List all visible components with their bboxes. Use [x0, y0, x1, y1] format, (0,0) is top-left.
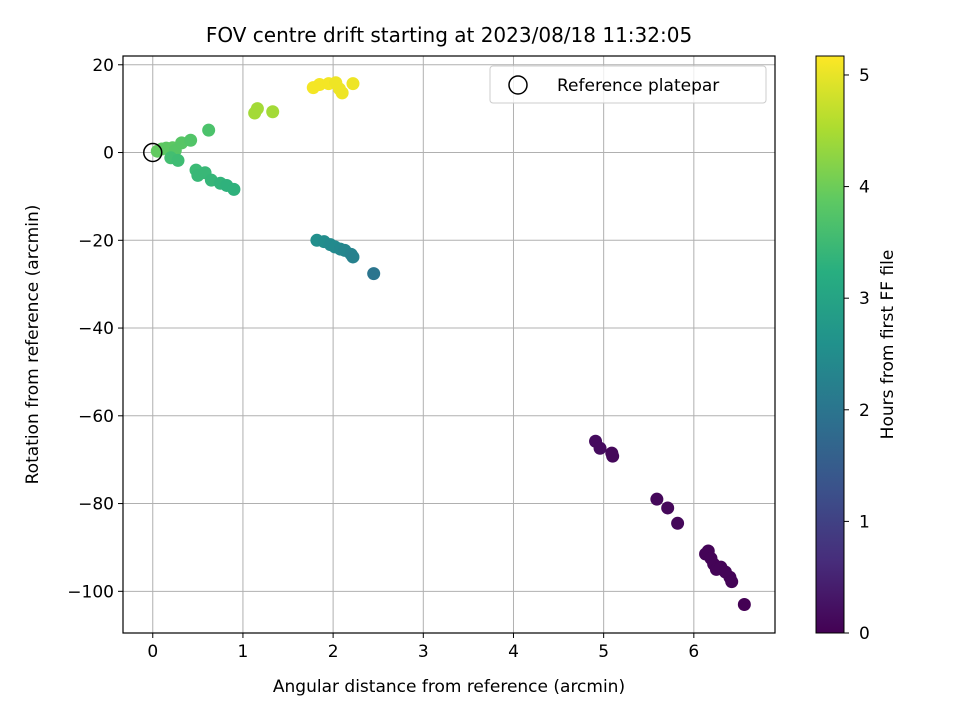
data-point	[671, 516, 685, 530]
colorbar-tick-label: 4	[859, 178, 870, 198]
colorbar-label: Hours from first FF file	[878, 250, 898, 440]
data-point	[367, 267, 381, 281]
colorbar-tick-label: 2	[859, 401, 870, 421]
x-tick-label: 4	[508, 642, 519, 662]
data-point	[661, 501, 675, 515]
colorbar-tick-label: 1	[859, 512, 870, 532]
data-point	[227, 182, 241, 196]
data-point	[335, 86, 349, 100]
axes: 0 1 2 3 4 5 6 20 0 −20 −40 −60 −80 −100	[67, 55, 776, 662]
y-axis-label: Rotation from reference (arcmin)	[23, 205, 43, 485]
data-point	[737, 597, 751, 611]
y-tick-label: −100	[67, 582, 114, 602]
y-tick-label: −20	[78, 231, 114, 251]
data-point	[250, 102, 264, 116]
colorbar: 0 1 2 3 4 5 Hours from first FF file	[815, 55, 898, 644]
chart-title: FOV centre drift starting at 2023/08/18 …	[206, 23, 692, 47]
data-point	[346, 77, 360, 91]
y-tick-label: 20	[92, 56, 114, 76]
data-point	[202, 123, 216, 137]
colorbar-gradient	[815, 55, 845, 634]
colorbar-tick-label: 3	[859, 289, 870, 309]
legend-marker-reference	[508, 75, 528, 95]
data-points	[143, 76, 751, 611]
plot-frame	[122, 55, 776, 634]
colorbar-ticks: 0 1 2 3 4 5	[844, 66, 870, 644]
legend: Reference platepar	[489, 65, 767, 104]
data-point	[171, 153, 185, 167]
data-point	[184, 133, 198, 147]
data-point	[606, 449, 620, 463]
x-tick-label: 2	[328, 642, 339, 662]
x-tick-label: 6	[688, 642, 699, 662]
y-tick-label: 0	[103, 144, 114, 164]
x-tick-label: 5	[598, 642, 609, 662]
legend-label-reference: Reference platepar	[557, 76, 719, 96]
x-tick-label: 1	[238, 642, 249, 662]
y-tick-label: −40	[78, 319, 114, 339]
y-tick-label: −60	[78, 407, 114, 427]
legend-box	[489, 65, 767, 104]
grid-lines	[123, 56, 775, 633]
reference-point-marker	[143, 142, 163, 163]
colorbar-tick-label: 5	[859, 66, 870, 86]
x-tick-label: 0	[147, 642, 158, 662]
data-point	[650, 492, 664, 506]
y-tick-label: −80	[78, 495, 114, 515]
data-point	[725, 575, 739, 589]
x-tick-label: 3	[418, 642, 429, 662]
colorbar-tick-label: 0	[859, 624, 870, 644]
x-axis-label: Angular distance from reference (arcmin)	[273, 677, 625, 697]
data-point	[593, 441, 607, 455]
data-point	[346, 250, 360, 264]
data-point	[266, 105, 280, 119]
